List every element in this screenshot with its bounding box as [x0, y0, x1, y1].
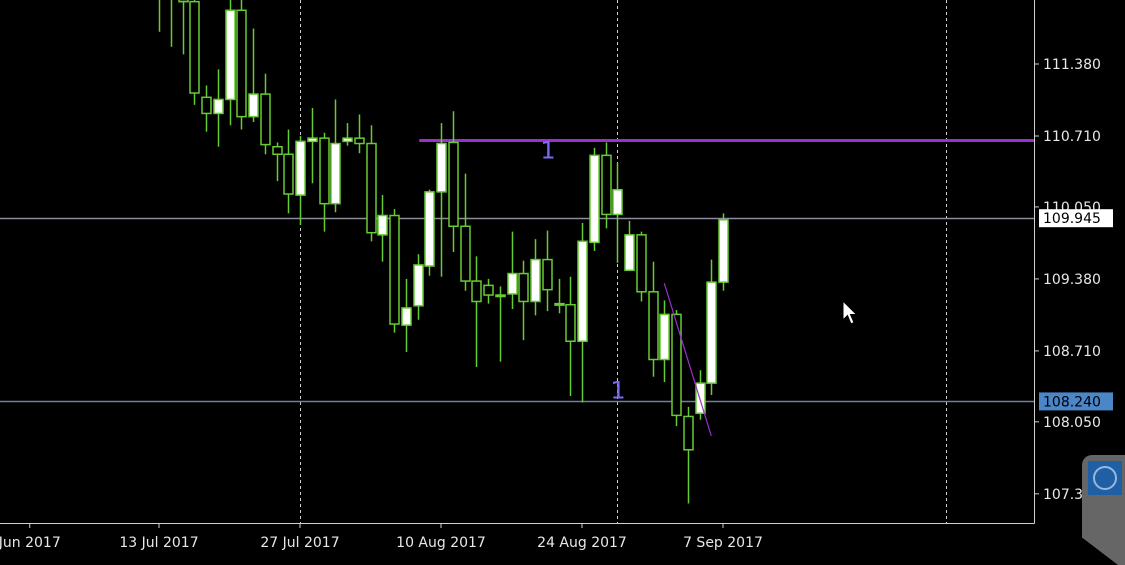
bull-candle — [530, 258, 541, 303]
bear-candle — [201, 96, 212, 115]
bear-candle — [636, 234, 647, 293]
bear-candle — [471, 280, 482, 303]
price-tag — [1039, 209, 1113, 228]
bull-candle — [413, 264, 424, 307]
bull-candle — [577, 240, 588, 342]
horizontal-lines[interactable]: 11 — [0, 136, 1034, 404]
x-tick-label: 10 Aug 2017 — [396, 535, 486, 551]
bear-candle — [448, 141, 459, 228]
price-tag-label: 109.945 — [1043, 211, 1101, 227]
x-tick-label: 7 Sep 2017 — [683, 535, 763, 551]
bull-candle — [495, 294, 506, 298]
price-tag-label: 108.240 — [1043, 394, 1101, 410]
bear-candle — [542, 258, 553, 291]
bull-candle — [377, 214, 388, 236]
bull-candle — [624, 234, 635, 272]
bear-candle — [366, 142, 377, 234]
bear-candle — [460, 225, 471, 282]
bear-candle — [354, 137, 365, 145]
bear-candle — [319, 137, 330, 205]
bull-candle — [612, 188, 623, 216]
y-tick-label: 111.380 — [1043, 57, 1101, 73]
bear-candle — [601, 154, 612, 216]
bull-candle — [225, 9, 236, 101]
bull-candle — [342, 137, 353, 143]
bull-candle — [213, 98, 224, 115]
y-tick-label: 108.050 — [1043, 415, 1101, 431]
x-tick-label: 13 Jul 2017 — [119, 535, 198, 551]
bear-candle — [518, 272, 529, 303]
y-tick-label: 108.710 — [1043, 344, 1101, 360]
bull-candle — [507, 272, 518, 295]
bull-candle — [554, 302, 565, 306]
trendline[interactable] — [663, 283, 712, 436]
bull-candle — [706, 281, 717, 384]
line-label: 1 — [610, 376, 625, 404]
price-tag — [1039, 392, 1113, 411]
bull-candle — [295, 140, 306, 196]
bear-candle — [565, 303, 576, 342]
y-tick-label: 109.380 — [1043, 272, 1101, 288]
x-tick-label: Jun 2017 — [0, 535, 61, 551]
bear-candle — [648, 291, 659, 361]
bull-candle — [424, 191, 435, 267]
x-tick-label: 27 Jul 2017 — [260, 535, 339, 551]
bull-candle — [589, 154, 600, 244]
bear-candle — [260, 93, 271, 146]
x-tick-label: 24 Aug 2017 — [537, 535, 627, 551]
line-label: 1 — [540, 136, 555, 164]
y-tick-label: 110.710 — [1043, 129, 1101, 145]
bull-candle — [436, 142, 447, 193]
bear-candle — [483, 284, 494, 296]
bear-candle — [178, 0, 189, 3]
bear-candle — [683, 415, 694, 451]
bull-candle — [307, 137, 318, 143]
arrow-cursor-icon — [842, 299, 858, 330]
trendline[interactable] — [663, 283, 712, 436]
bear-candle — [283, 153, 294, 195]
bull-candle — [718, 219, 729, 283]
bull-candle — [330, 142, 341, 205]
bull-candle — [659, 313, 670, 361]
teamviewer-icon[interactable] — [1088, 461, 1122, 495]
bear-candle — [236, 9, 247, 118]
bear-candle — [189, 0, 200, 94]
candles — [158, 0, 729, 504]
bear-candle — [272, 145, 283, 156]
bear-candle — [671, 313, 682, 417]
bull-candle — [401, 307, 412, 326]
bull-candle — [695, 382, 706, 414]
axes: 111.380110.710110.050109.380108.710108.0… — [0, 0, 1113, 551]
bull-candle — [248, 93, 259, 118]
bear-candle — [389, 214, 400, 325]
